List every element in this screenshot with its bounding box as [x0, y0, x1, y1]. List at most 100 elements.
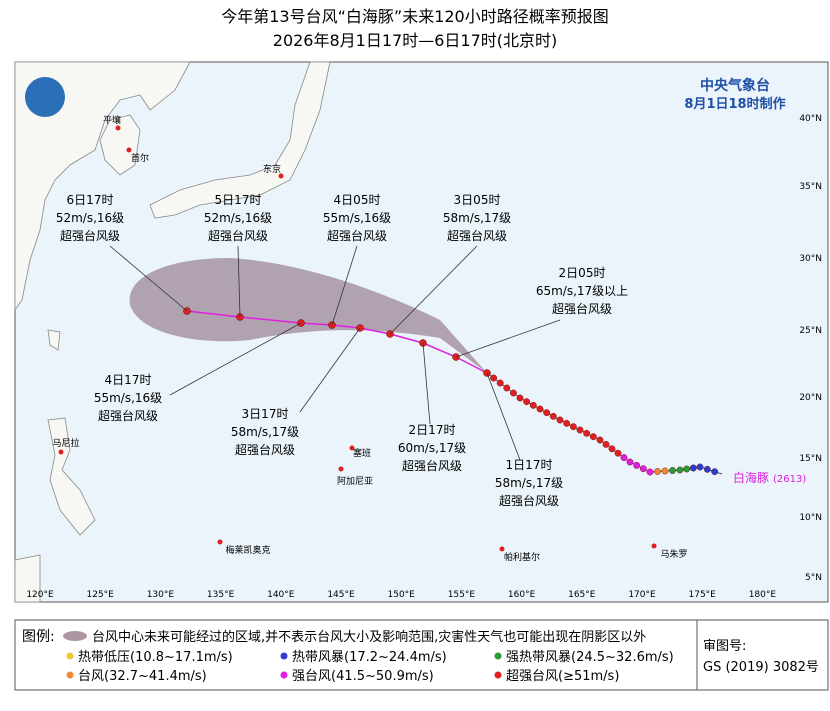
place-dot	[126, 147, 132, 153]
forecast-category: 超强台风级	[60, 228, 120, 243]
lat-label: 40°N	[799, 114, 822, 124]
philippines	[47, 417, 96, 536]
logo	[25, 77, 65, 117]
forecast-time: 3日17时	[242, 407, 289, 421]
approval-label: 审图号:	[703, 639, 746, 654]
past-point	[596, 436, 604, 444]
past-point	[683, 465, 691, 473]
forecast-category: 超强台风级	[447, 228, 507, 243]
forecast-wind: 60m/s,17级	[398, 441, 466, 455]
korea	[99, 114, 141, 176]
approval: GS (2019) 3082号	[703, 660, 819, 675]
past-point	[523, 398, 531, 406]
past-point	[529, 401, 537, 409]
past-point	[620, 454, 628, 461]
taiwan	[47, 329, 61, 351]
forecast-category: 超强台风级	[552, 301, 612, 316]
past-point	[602, 440, 610, 448]
agency: 中央气象台	[700, 77, 770, 94]
past-point	[589, 433, 597, 441]
forecast-time: 4日17时	[105, 373, 152, 387]
forecast-category: 超强台风级	[499, 493, 559, 508]
forecast-time: 3日05时	[454, 193, 501, 207]
place-dot	[349, 445, 355, 451]
lon-label: 130°E	[147, 590, 175, 600]
place-dot	[58, 449, 64, 455]
legend-item: 强台风(41.5~50.9m/s)	[292, 669, 434, 684]
past-point	[696, 463, 704, 471]
lon-label: 135°E	[207, 590, 235, 600]
past-point	[614, 449, 622, 457]
forecast-time: 2日17时	[409, 423, 456, 437]
past-point	[583, 429, 591, 437]
place-label: 阿加尼亚	[337, 476, 373, 487]
place-dot	[217, 539, 223, 545]
leader-line	[109, 245, 188, 312]
legend-item: 热带风暴(17.2~24.4m/s)	[292, 650, 447, 665]
past-point	[639, 465, 647, 473]
legend-item: 热带低压(10.8~17.1m/s)	[78, 650, 233, 665]
legend-swatch	[280, 652, 288, 660]
forecast-time: 4日05时	[334, 193, 381, 207]
forecast-wind: 58m/s,17级	[443, 211, 511, 225]
leader-line	[389, 245, 478, 335]
forecast-wind: 58m/s,17级	[495, 476, 563, 490]
cone-text: 台风中心未来可能经过的区域,并不表示台风大小及影响范围,灾害性天气也可能出现在阴…	[92, 629, 646, 645]
lon-label: 170°E	[628, 590, 656, 600]
place-label: 梅莱凯奥克	[225, 544, 270, 556]
leader-line	[455, 319, 561, 358]
issued: 8月1日18时制作	[684, 96, 785, 112]
legend-title: 图例:	[22, 629, 55, 645]
forecast-category: 超强台风级	[235, 442, 295, 457]
place-dot	[499, 546, 505, 552]
legend-swatch	[66, 652, 74, 660]
past-point	[503, 384, 511, 392]
past-point	[703, 465, 711, 473]
past-point	[689, 464, 697, 472]
lat-label: 30°N	[799, 254, 822, 264]
forecast-wind: 58m/s,17级	[231, 425, 299, 439]
title: 今年第13号台风“白海豚”未来120小时路径概率预报图	[221, 7, 608, 26]
past-point	[563, 419, 571, 427]
legend-swatch	[494, 652, 502, 660]
past-point	[576, 426, 584, 434]
place-label: 塞班	[353, 447, 371, 459]
past-point	[633, 461, 641, 469]
past-point	[711, 468, 719, 476]
lat-label: 35°N	[799, 182, 822, 192]
legend-item: 台风(32.7~41.4m/s)	[78, 669, 207, 684]
forecast-time: 1日17时	[506, 458, 553, 472]
place-dot	[115, 125, 121, 131]
place-label: 帕利基尔	[504, 551, 540, 563]
legend-swatch	[280, 671, 288, 679]
past-point	[676, 466, 684, 474]
lon-label: 175°E	[689, 590, 717, 600]
past-point	[646, 468, 654, 476]
past-point	[569, 423, 577, 431]
mainland	[14, 61, 191, 312]
past-point	[536, 405, 544, 413]
past-point	[496, 379, 504, 387]
forecast-wind: 55m/s,16级	[94, 391, 162, 405]
lat-label: 20°N	[799, 393, 822, 403]
lon-label: 145°E	[327, 590, 355, 600]
lon-label: 125°E	[87, 590, 115, 600]
leader-line	[237, 245, 241, 318]
borneo	[14, 554, 41, 603]
forecast-wind: 65m/s,17级以上	[536, 284, 628, 298]
leader-line	[169, 322, 302, 396]
past-point	[549, 412, 557, 420]
lat-label: 25°N	[799, 326, 822, 336]
place-label: 马尼拉	[52, 437, 79, 449]
forecast-category: 超强台风级	[327, 228, 387, 243]
lat-label: 10°N	[799, 513, 822, 523]
lon-label: 180°E	[749, 590, 777, 600]
past-point	[556, 416, 564, 424]
map-overlay: 120°E 125°E 130°E 135°E 140°E 145°E 150°E 155°E…	[26, 114, 822, 600]
typhoon-code: (2613)	[773, 474, 806, 485]
place-label: 东京	[263, 163, 281, 175]
cone-swatch	[63, 631, 87, 641]
place-dot	[651, 543, 657, 549]
typhoon-name: 白海豚	[733, 470, 769, 485]
forecast-category: 超强台风级	[402, 458, 462, 473]
